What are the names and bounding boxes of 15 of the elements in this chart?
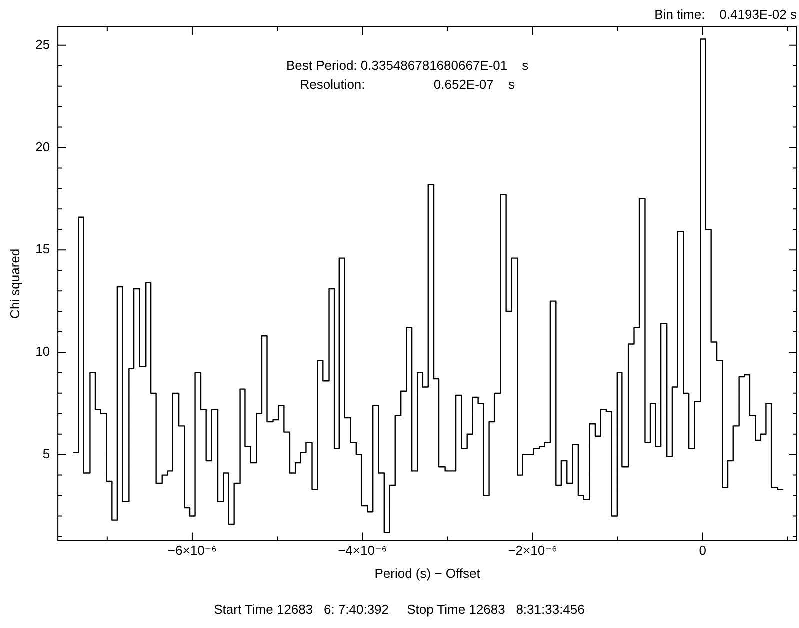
y-tick-label: 5 [42,446,50,462]
annotation: Best Period: 0.335486781680667E-01 s [286,58,530,73]
text: Bin time: 0.4193E-02 s [654,7,798,22]
y-tick-label: 25 [36,37,50,52]
x-tick-label: −2×10⁻⁶ [508,543,558,558]
y-tick-label: 15 [36,242,50,257]
x-tick-label: −4×10⁻⁶ [338,543,388,558]
y-tick-label: 20 [36,139,50,154]
y-axis-title: Chi squared [7,248,22,319]
x-axis-title: Period (s) − Offset [374,566,481,581]
x-tick-label: 0 [699,543,707,558]
text: Start Time 12683 6: 7:40:392 Stop Time 12683 8:31:33:456 [214,602,585,617]
annotation: Resolution: 0.652E-07 s [300,77,516,92]
x-tick-label: −6×10⁻⁶ [168,543,218,558]
y-tick-label: 10 [36,344,50,360]
